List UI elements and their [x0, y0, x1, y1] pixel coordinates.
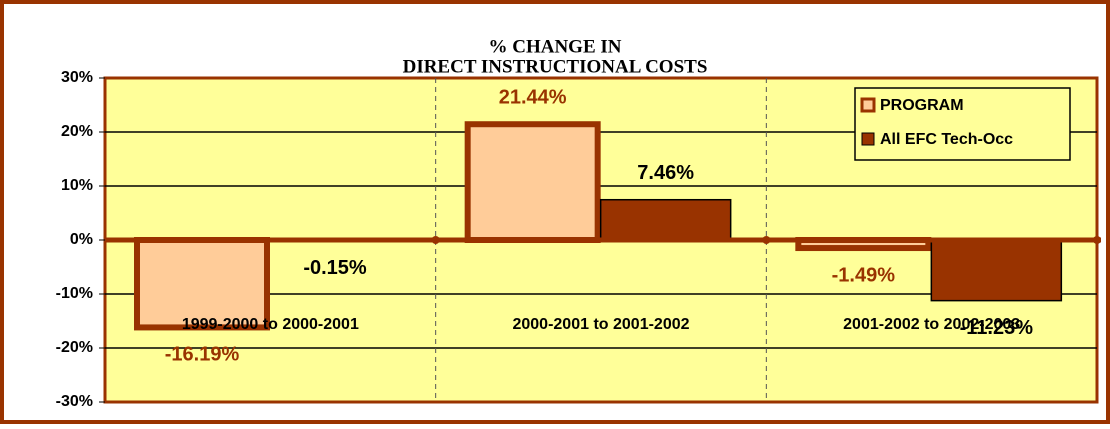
value-label: -1.49% [832, 264, 896, 286]
value-label: -0.15% [303, 257, 367, 279]
x-tick-label: 2001-2002 to 2002-2003 [843, 316, 1020, 333]
x-tick-label: 1999-2000 to 2000-2001 [182, 316, 359, 333]
y-tick-label: 30% [61, 69, 93, 86]
chart-title: % CHANGE IN [488, 36, 621, 57]
bar [599, 198, 732, 241]
y-tick-label: -20% [56, 339, 93, 356]
value-label: -11.23% [960, 317, 1034, 339]
value-label: -16.19% [165, 344, 240, 366]
y-tick-label: 20% [61, 123, 93, 140]
y-tick-label: 0% [70, 231, 93, 248]
bar [464, 121, 601, 243]
x-tick-label: 2000-2001 to 2001-2002 [512, 316, 689, 333]
legend-box [854, 87, 1071, 161]
legend-swatch [861, 132, 875, 146]
y-tick-label: 10% [61, 177, 93, 194]
y-tick-label: -30% [56, 393, 93, 410]
legend-label: All EFC Tech-Occ [880, 131, 1013, 148]
zero-dot [431, 236, 440, 244]
value-label: 21.44% [499, 87, 567, 109]
y-tick-label: -10% [56, 285, 93, 302]
chart-title: DIRECT INSTRUCTIONAL COSTS [403, 56, 708, 77]
zero-dot [1093, 236, 1101, 244]
value-label: 7.46% [637, 162, 694, 184]
legend-label: PROGRAM [880, 97, 964, 114]
bar [930, 239, 1063, 302]
zero-dot [762, 236, 771, 244]
bar [134, 237, 270, 331]
legend-swatch [860, 97, 876, 113]
